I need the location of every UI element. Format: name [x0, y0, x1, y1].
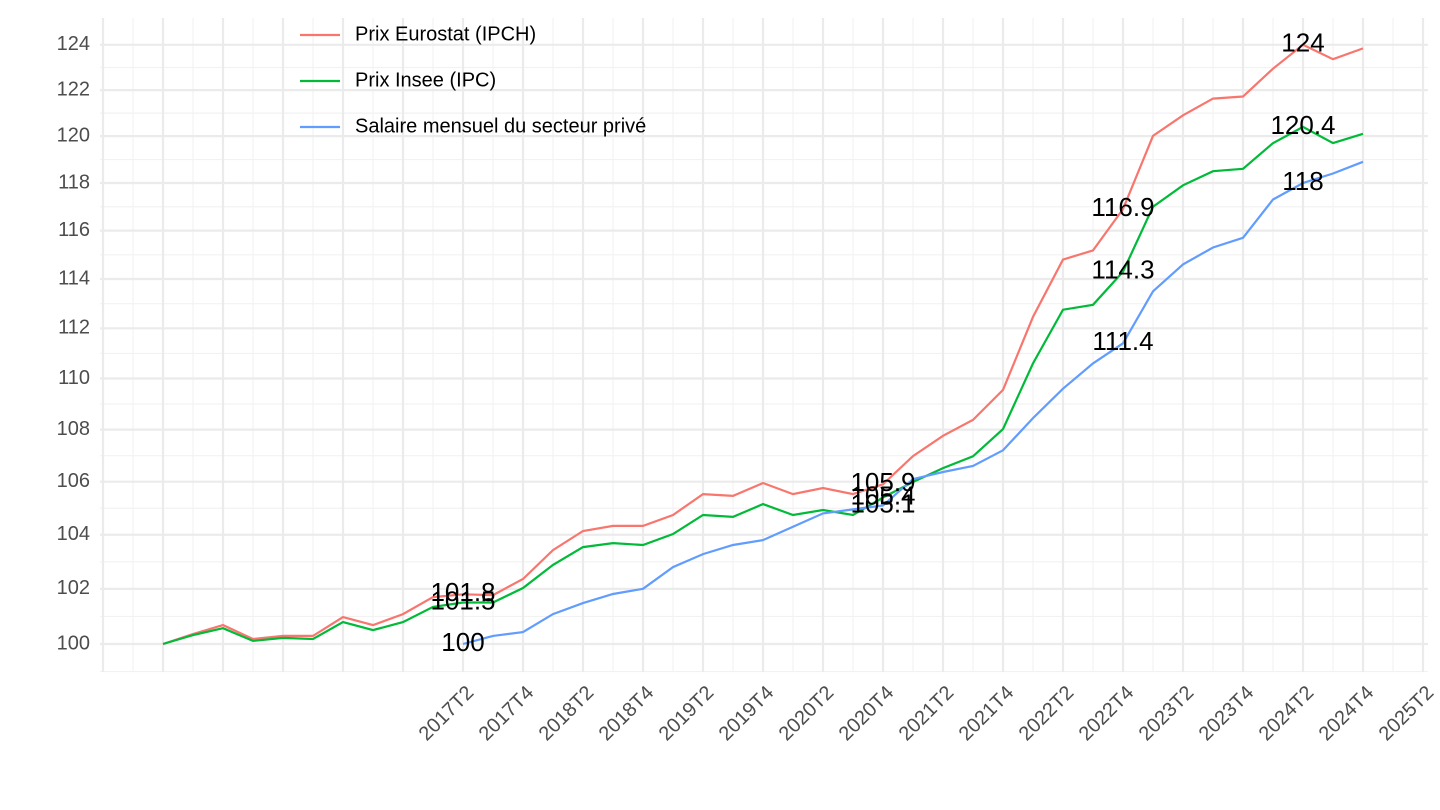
series-line [462, 160, 1364, 646]
x-tick-label: 2025T2 [1375, 682, 1439, 746]
data-label: 105.1 [850, 488, 915, 518]
series-line [162, 43, 1364, 646]
data-label: 114.3 [1091, 255, 1154, 285]
y-tick-label: 104 [57, 523, 90, 545]
y-tick-label: 120 [57, 124, 90, 146]
y-tick-label: 100 [57, 632, 90, 654]
x-tick-label: 2017T4 [475, 682, 539, 746]
data-label: 101.5 [430, 585, 495, 615]
x-tick-label: 2017T2 [415, 682, 479, 746]
data-label: 118 [1282, 166, 1323, 196]
x-tick-label: 2018T2 [535, 682, 599, 746]
y-tick-label: 118 [58, 171, 90, 193]
legend-label: Prix Insee (IPC) [355, 69, 496, 91]
data-label: 101.8 [430, 577, 495, 607]
data-label: 116.9 [1091, 192, 1154, 222]
series-line [162, 125, 1364, 646]
data-label: 120.4 [1270, 110, 1335, 140]
data-label: 111.4 [1092, 326, 1153, 356]
x-tick-label: 2019T4 [715, 682, 779, 746]
x-tick-label: 2024T4 [1315, 682, 1379, 746]
x-tick-label: 2020T4 [835, 682, 899, 746]
x-tick-label: 2018T4 [595, 682, 659, 746]
x-tick-label: 2019T2 [655, 682, 719, 746]
y-tick-label: 112 [58, 317, 90, 339]
y-tick-label: 124 [57, 33, 90, 55]
data-label: 124 [1281, 28, 1324, 58]
x-tick-label: 2023T2 [1135, 682, 1199, 746]
x-tick-label: 2022T4 [1075, 682, 1139, 746]
x-tick-label: 2023T4 [1195, 682, 1259, 746]
data-label: 100 [441, 627, 484, 657]
x-tick-label: 2024T2 [1255, 682, 1319, 746]
x-tick-label: 2020T2 [775, 682, 839, 746]
y-tick-label: 108 [57, 418, 90, 440]
y-tick-label: 122 [57, 78, 90, 100]
y-tick-label: 110 [58, 367, 90, 389]
data-label: 105.9 [850, 467, 915, 497]
y-tick-label: 116 [58, 219, 90, 241]
y-tick-label: 114 [58, 267, 90, 289]
x-tick-label: 2022T2 [1015, 682, 1079, 746]
x-tick-label: 2021T2 [895, 682, 959, 746]
legend-label: Salaire mensuel du secteur privé [355, 115, 646, 137]
x-tick-label: 2021T4 [955, 682, 1019, 746]
y-tick-label: 102 [57, 577, 90, 599]
data-label: 105.4 [850, 480, 915, 510]
legend-label: Prix Eurostat (IPCH) [355, 23, 536, 45]
y-tick-label: 106 [57, 470, 90, 492]
